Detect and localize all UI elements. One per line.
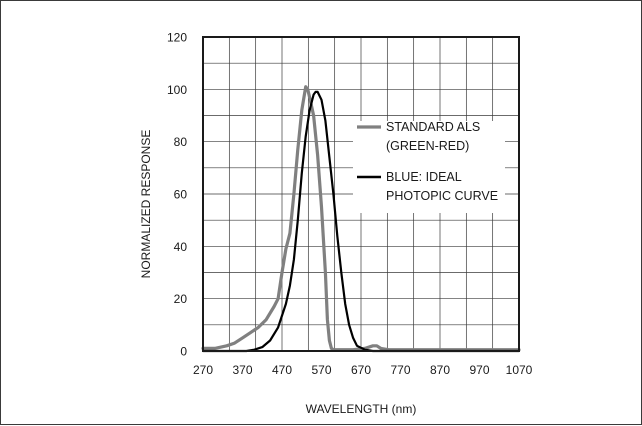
x-tick-label: 970 xyxy=(469,363,489,377)
y-tick-labels: 0 20 40 60 80 100 120 xyxy=(167,31,187,359)
y-tick-label: 20 xyxy=(174,292,188,306)
x-tick-label: 570 xyxy=(311,363,331,377)
legend: STANDARD ALS (GREEN-RED) BLUE: IDEAL PHOTOP… xyxy=(353,120,505,213)
x-tick-label: 370 xyxy=(232,363,252,377)
x-tick-label: 770 xyxy=(390,363,410,377)
x-tick-label: 670 xyxy=(351,363,371,377)
legend-background xyxy=(353,121,505,213)
y-tick-label: 100 xyxy=(167,83,187,97)
x-tick-labels: 270 370 470 570 670 770 870 970 1070 xyxy=(193,363,533,377)
y-tick-label: 40 xyxy=(174,240,188,254)
y-tick-label: 0 xyxy=(180,345,187,359)
y-axis-label: NORMALIZED RESPONSE xyxy=(139,130,153,279)
x-tick-label: 1070 xyxy=(506,363,533,377)
x-tick-label: 270 xyxy=(193,363,213,377)
y-tick-label: 120 xyxy=(167,31,187,45)
legend-entry-text: STANDARD ALS xyxy=(386,120,480,134)
y-tick-label: 80 xyxy=(174,135,188,149)
legend-entry-text: PHOTOPIC CURVE xyxy=(386,189,498,203)
x-tick-label: 470 xyxy=(272,363,292,377)
plot-border xyxy=(202,36,520,352)
x-axis-label: WAVELENGTH (nm) xyxy=(306,402,417,416)
x-tick-label: 870 xyxy=(430,363,450,377)
series-line-photopic xyxy=(201,90,521,353)
legend-entry-text: BLUE: IDEAL xyxy=(386,170,462,184)
legend-entry-text: (GREEN-RED) xyxy=(386,139,469,153)
y-tick-label: 60 xyxy=(174,188,188,202)
grid xyxy=(203,37,519,351)
series-lines xyxy=(201,85,521,353)
